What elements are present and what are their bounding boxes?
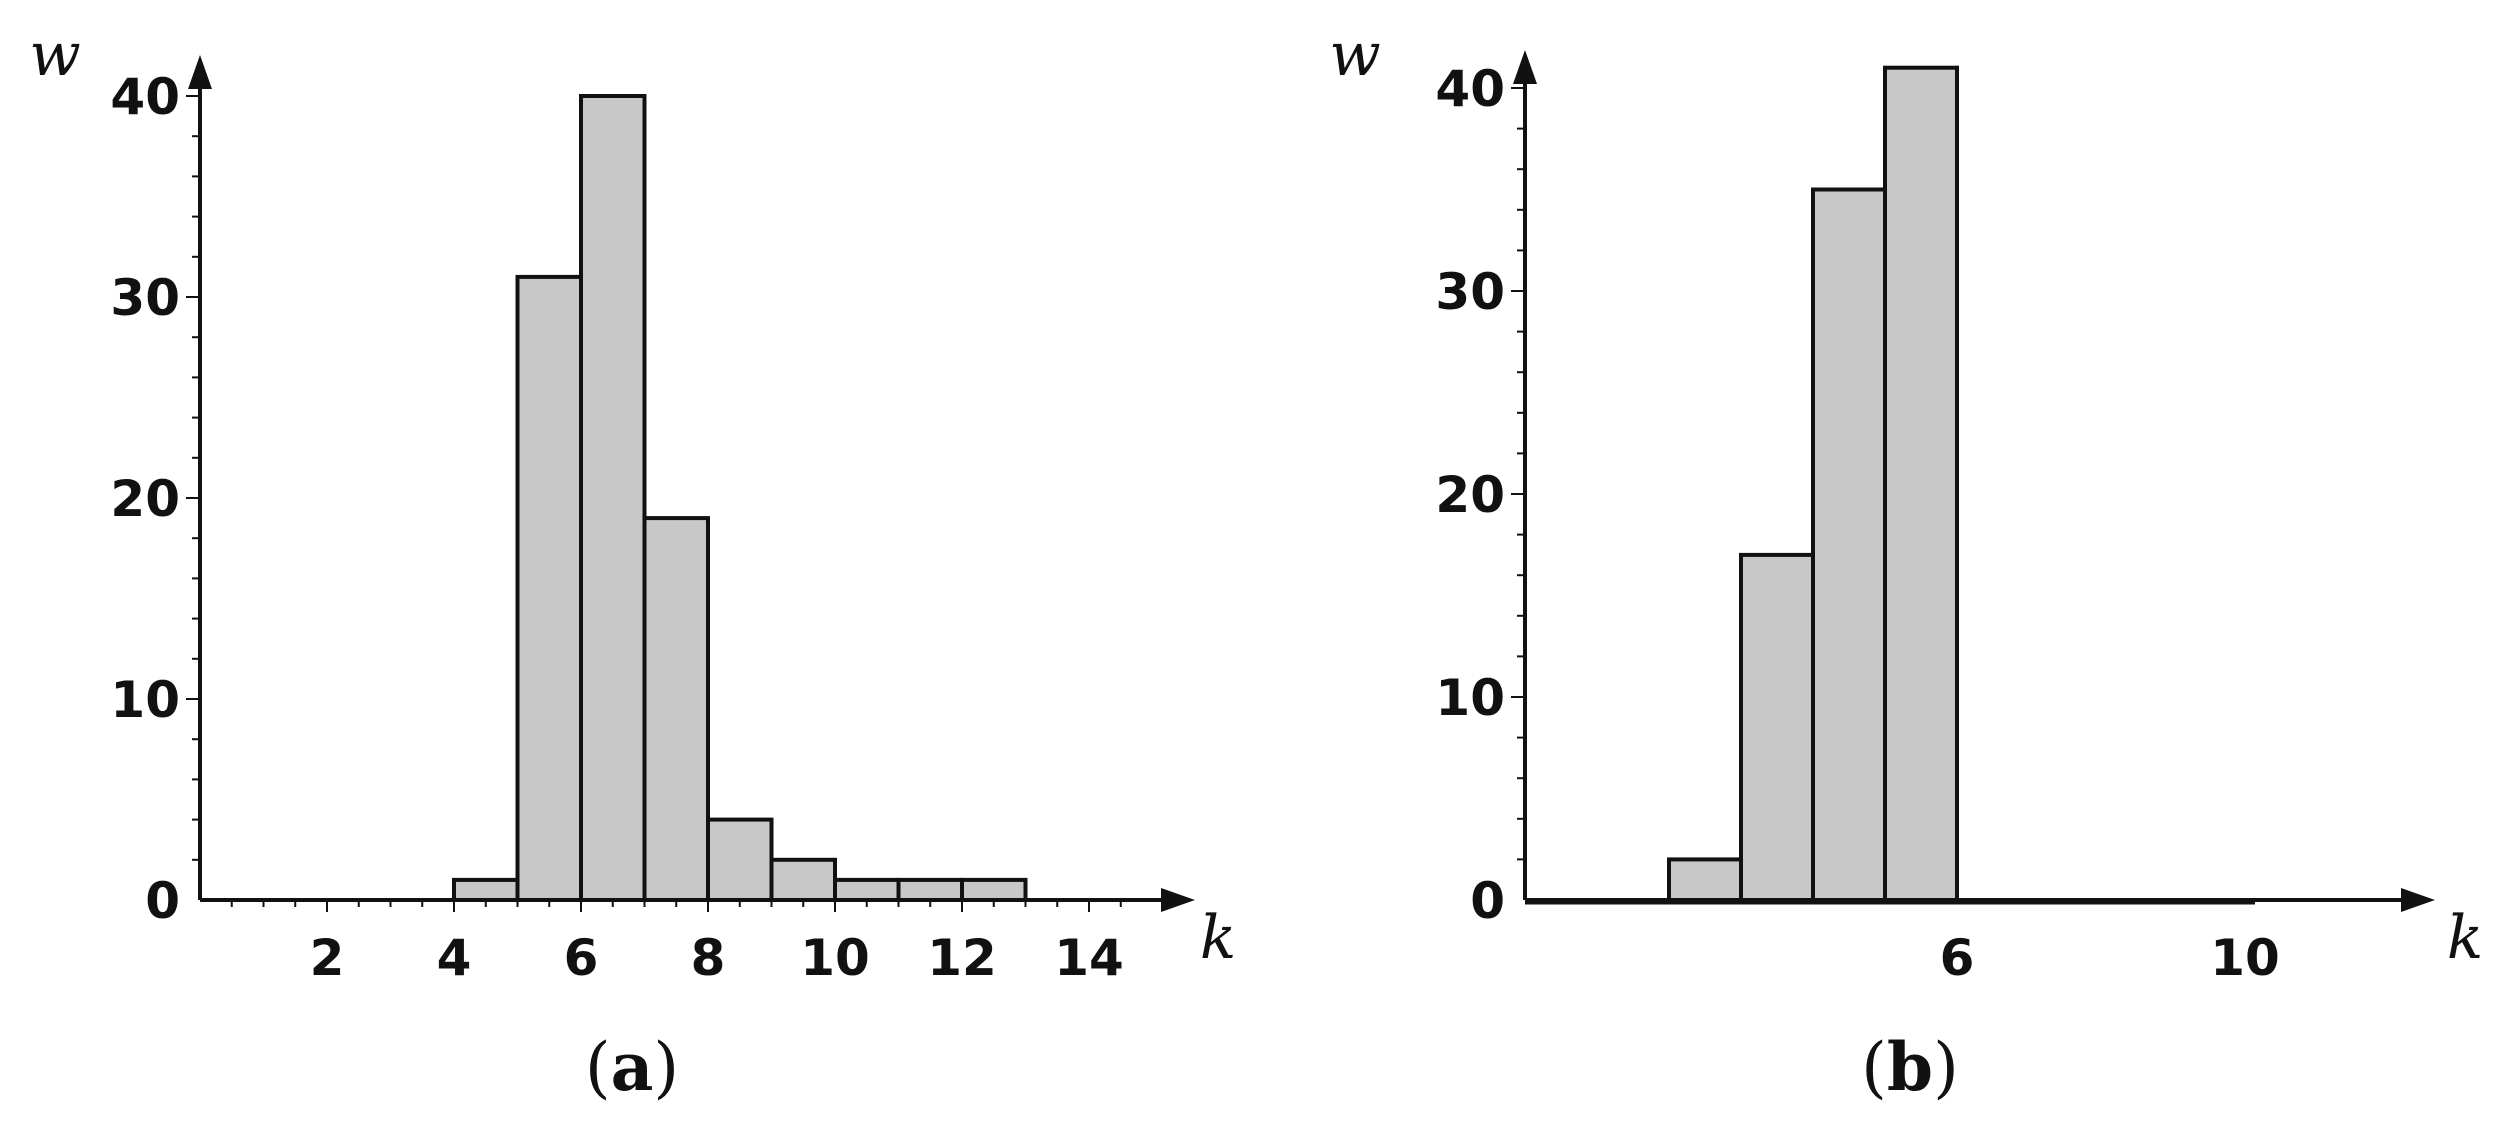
y-tick-label: 20 [1435,466,1505,524]
y-tick-label: 0 [1470,872,1505,930]
x-tick-label: 8 [691,929,726,987]
x-tick-label: 4 [437,929,472,987]
histogram-bar [1811,187,1887,902]
histogram-bar [769,857,837,902]
y-axis-arrow-icon [1513,50,1537,84]
y-axis-arrow-icon [188,55,212,89]
x-axis-arrow-icon [1161,888,1195,912]
panel-caption: (a) [585,1028,679,1106]
caption-close-paren: ) [1933,1029,1959,1106]
x-tick-label: 10 [2210,929,2280,987]
y-tick-label: 30 [110,269,180,327]
y-tick-label: 10 [110,671,180,729]
histogram-bar [1739,552,1815,903]
x-tick-label: 6 [1940,929,1975,987]
x-tick-label: 6 [564,929,599,987]
x-tick-label: 14 [1054,929,1124,987]
panel-caption: (b) [1861,1028,1959,1106]
caption-open-paren: ( [585,1029,611,1106]
histogram-bar [833,877,901,903]
caption-letter: b [1887,1028,1933,1106]
y-axis-label: w [29,20,80,90]
x-tick-label: 10 [800,929,870,987]
y-tick-label: 30 [1435,263,1505,321]
caption-close-paren: ) [653,1029,679,1106]
x-axis-label: k [1200,903,1236,973]
histogram-bar [579,94,647,902]
y-tick-label: 40 [110,68,180,126]
histogram-bar [452,877,520,903]
histogram-bar [960,877,1028,903]
y-tick-label: 40 [1435,60,1505,118]
histogram-bar [706,817,774,902]
histogram-bar [515,274,583,902]
histogram-panel-b: 0 10 20 30 40 6 10 w k (b) [1329,20,2483,1106]
y-tick-label: 20 [110,470,180,528]
x-tick-label: 2 [310,929,345,987]
histogram-bar [642,516,710,902]
x-axis-arrow-icon [2401,888,2435,912]
x-tick-label: 12 [927,929,997,987]
histogram-bar [1667,857,1743,903]
caption-open-paren: ( [1861,1029,1887,1106]
y-tick-label: 0 [145,872,180,930]
y-tick-label: 10 [1435,669,1505,727]
histogram-bar [896,877,964,903]
histogram-panel-a: 0 10 20 30 40 2 4 6 8 10 12 14 w k (a) [29,20,1236,1106]
histogram-bar [1883,65,1959,902]
x-axis-label: k [2447,903,2483,973]
caption-letter: a [611,1028,654,1106]
y-axis-label: w [1329,20,1380,90]
